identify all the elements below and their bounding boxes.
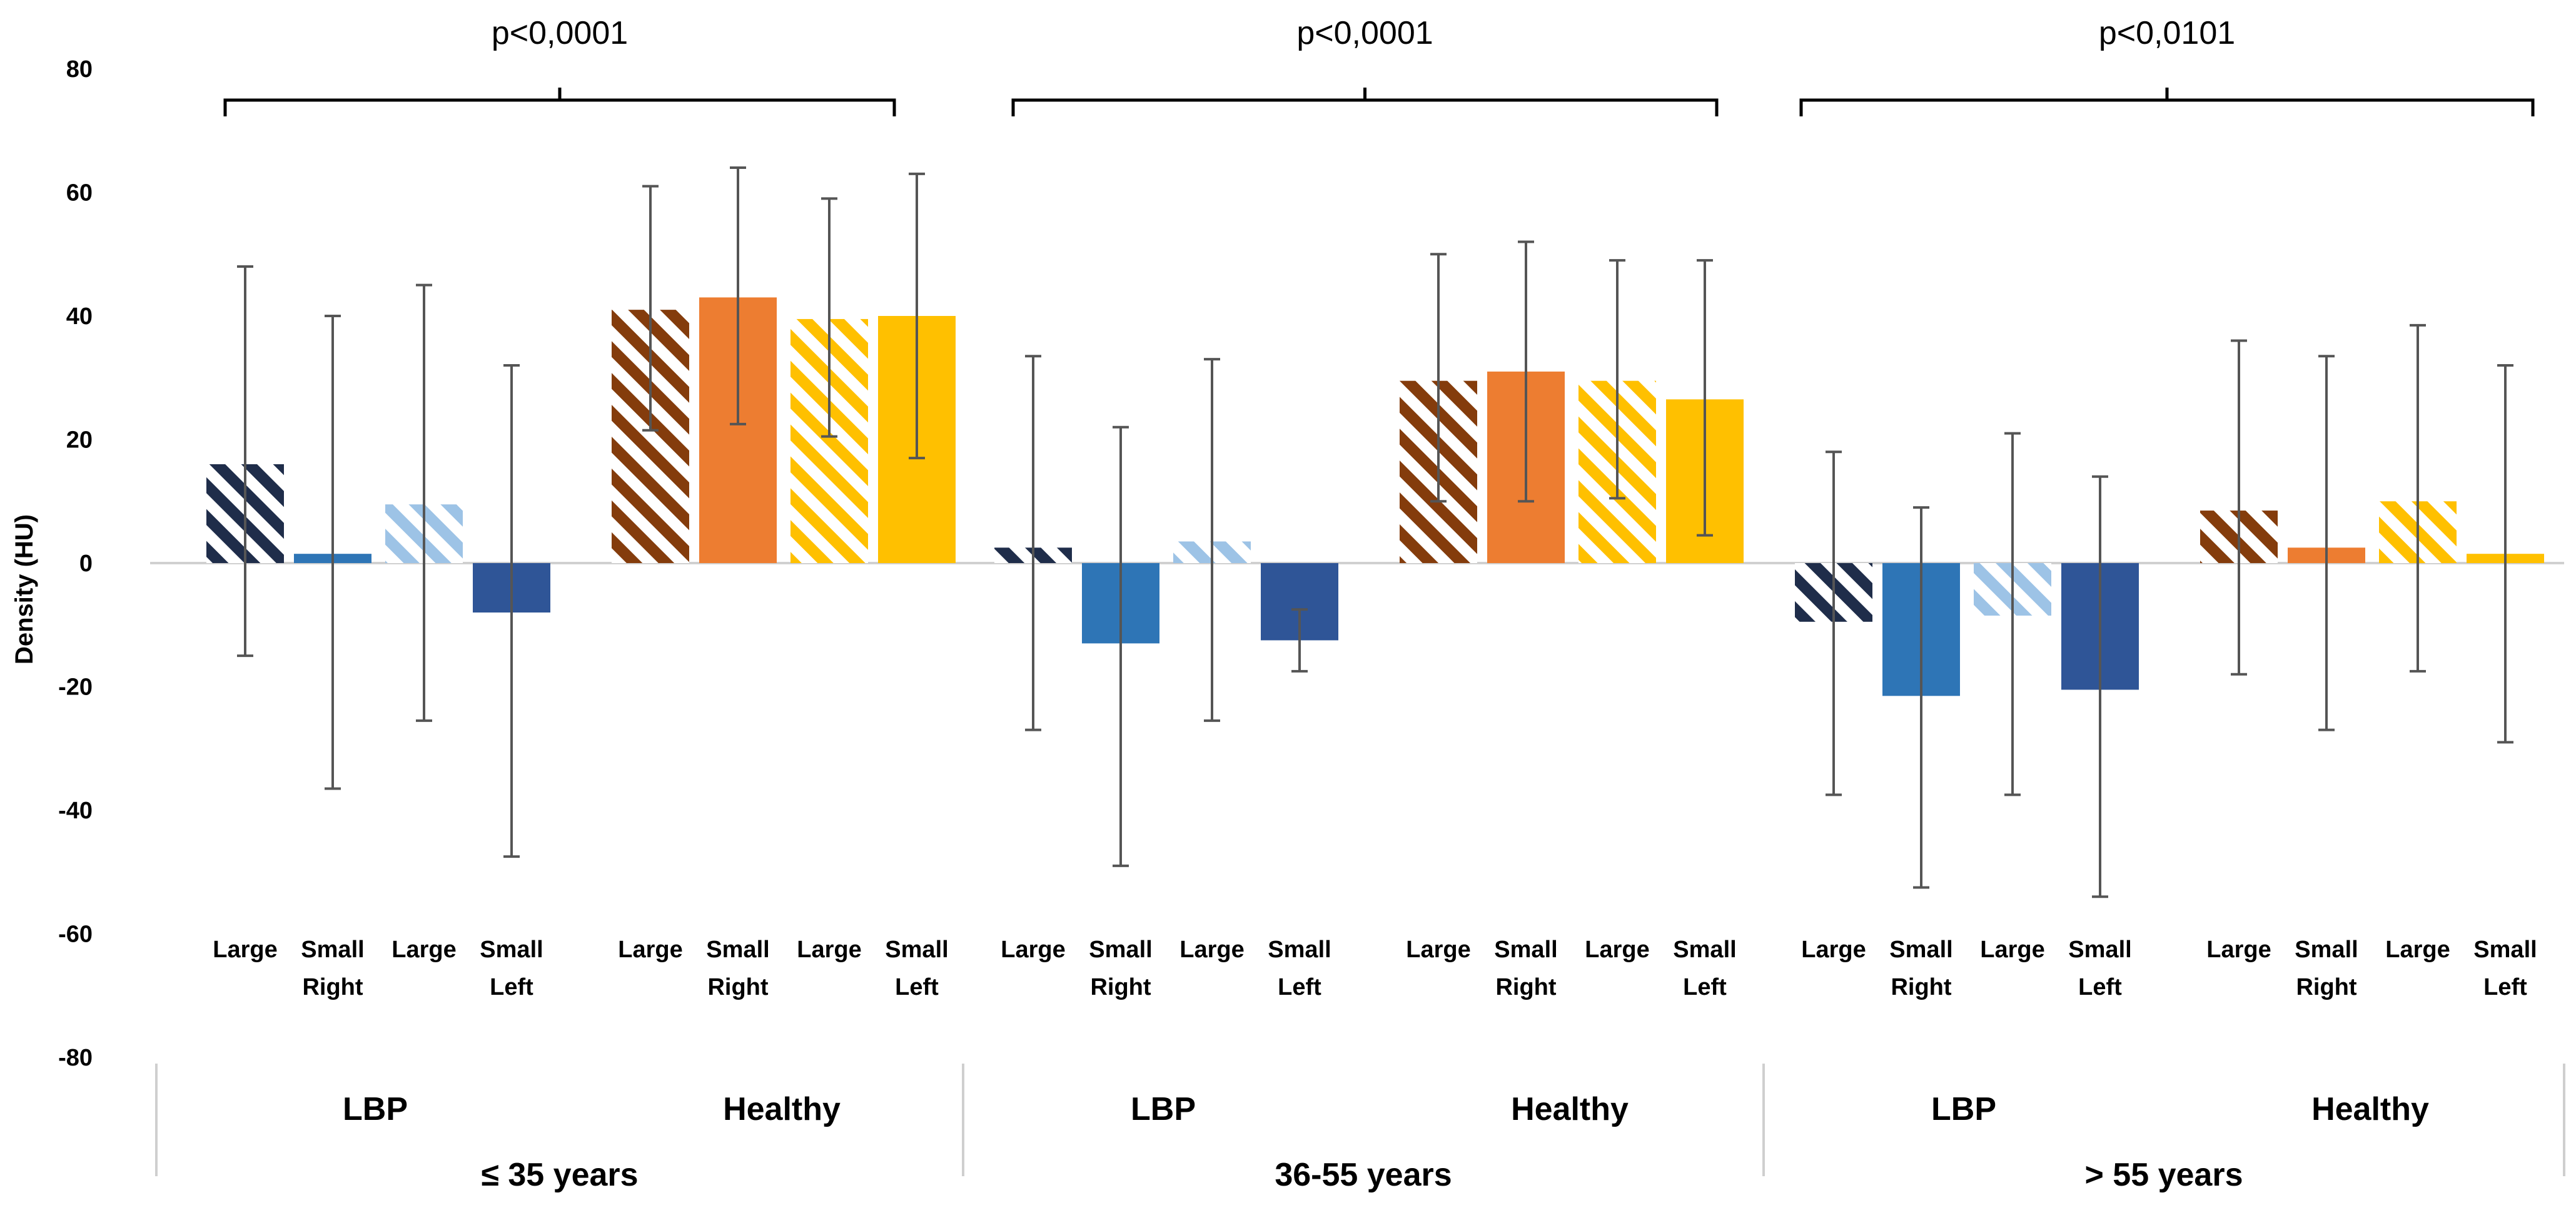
side-label: Right [1090,974,1151,1000]
y-tick-label: 80 [66,56,93,83]
bar-size-label: Small [1268,937,1331,963]
significance-bracket [223,88,896,116]
bar-size-label: Small [301,937,364,963]
side-label: Left [1278,974,1321,1000]
bar-size-label: Large [213,937,277,963]
y-axis-label: Density (HU) [11,514,38,664]
bar-size-label: Small [1889,937,1952,963]
status-label: Healthy [723,1091,841,1127]
side-label: Right [302,974,363,1000]
status-label: Healthy [1511,1091,1629,1127]
bar-size-label: Small [2068,937,2131,963]
y-tick-label: -60 [58,922,93,948]
bar-size-label: Small [1494,937,1557,963]
bar-size-label: Small [480,937,543,963]
bar-size-label: Small [2295,937,2358,963]
bar-size-label: Large [797,937,861,963]
bar-size-label: Large [618,937,682,963]
significance-bracket [1799,88,2535,116]
y-tick-label: -20 [58,674,93,701]
status-label: LBP [1931,1091,1996,1127]
bar-size-label: Small [2473,937,2537,963]
side-label: Right [1495,974,1556,1000]
bar-size-label: Large [1585,937,1649,963]
bar-size-label: Large [2206,937,2271,963]
p-value-label: p<0,0101 [2099,15,2235,51]
y-tick-label: -40 [58,798,93,824]
side-label: Left [1683,974,1727,1000]
bar-size-label: Large [1001,937,1065,963]
bar-size-label: Large [1980,937,2044,963]
y-tick-label: 40 [66,303,93,330]
status-label: Healthy [2311,1091,2429,1127]
bar-size-label: Small [706,937,769,963]
bar-size-label: Small [885,937,948,963]
status-label: LBP [1131,1091,1196,1127]
bar-size-label: Large [1406,937,1470,963]
significance-bracket [1011,88,1719,116]
side-label: Left [2078,974,2122,1000]
p-value-label: p<0,0001 [1296,15,1433,51]
bar-size-label: Small [1089,937,1152,963]
y-tick-label: 60 [66,180,93,206]
side-label: Right [1891,974,1951,1000]
bar-size-label: Large [2385,937,2450,963]
bar-size-label: Small [1673,937,1736,963]
side-label: Right [2296,974,2356,1000]
side-label: Left [895,974,939,1000]
bar-size-label: Large [1801,937,1866,963]
p-value-label: p<0,0001 [492,15,628,51]
y-tick-label: 0 [79,551,93,577]
y-tick-label: 20 [66,427,93,454]
side-label: Left [2483,974,2527,1000]
age-group-label: 36-55 years [1275,1157,1452,1193]
bar-size-label: Large [391,937,456,963]
bar-size-label: Large [1179,937,1244,963]
y-tick-label: -80 [58,1045,93,1071]
age-group-label: ≤ 35 years [481,1157,638,1193]
age-group-label: > 55 years [2084,1157,2243,1193]
status-label: LBP [343,1091,408,1127]
side-label: Right [707,974,768,1000]
side-label: Left [490,974,533,1000]
